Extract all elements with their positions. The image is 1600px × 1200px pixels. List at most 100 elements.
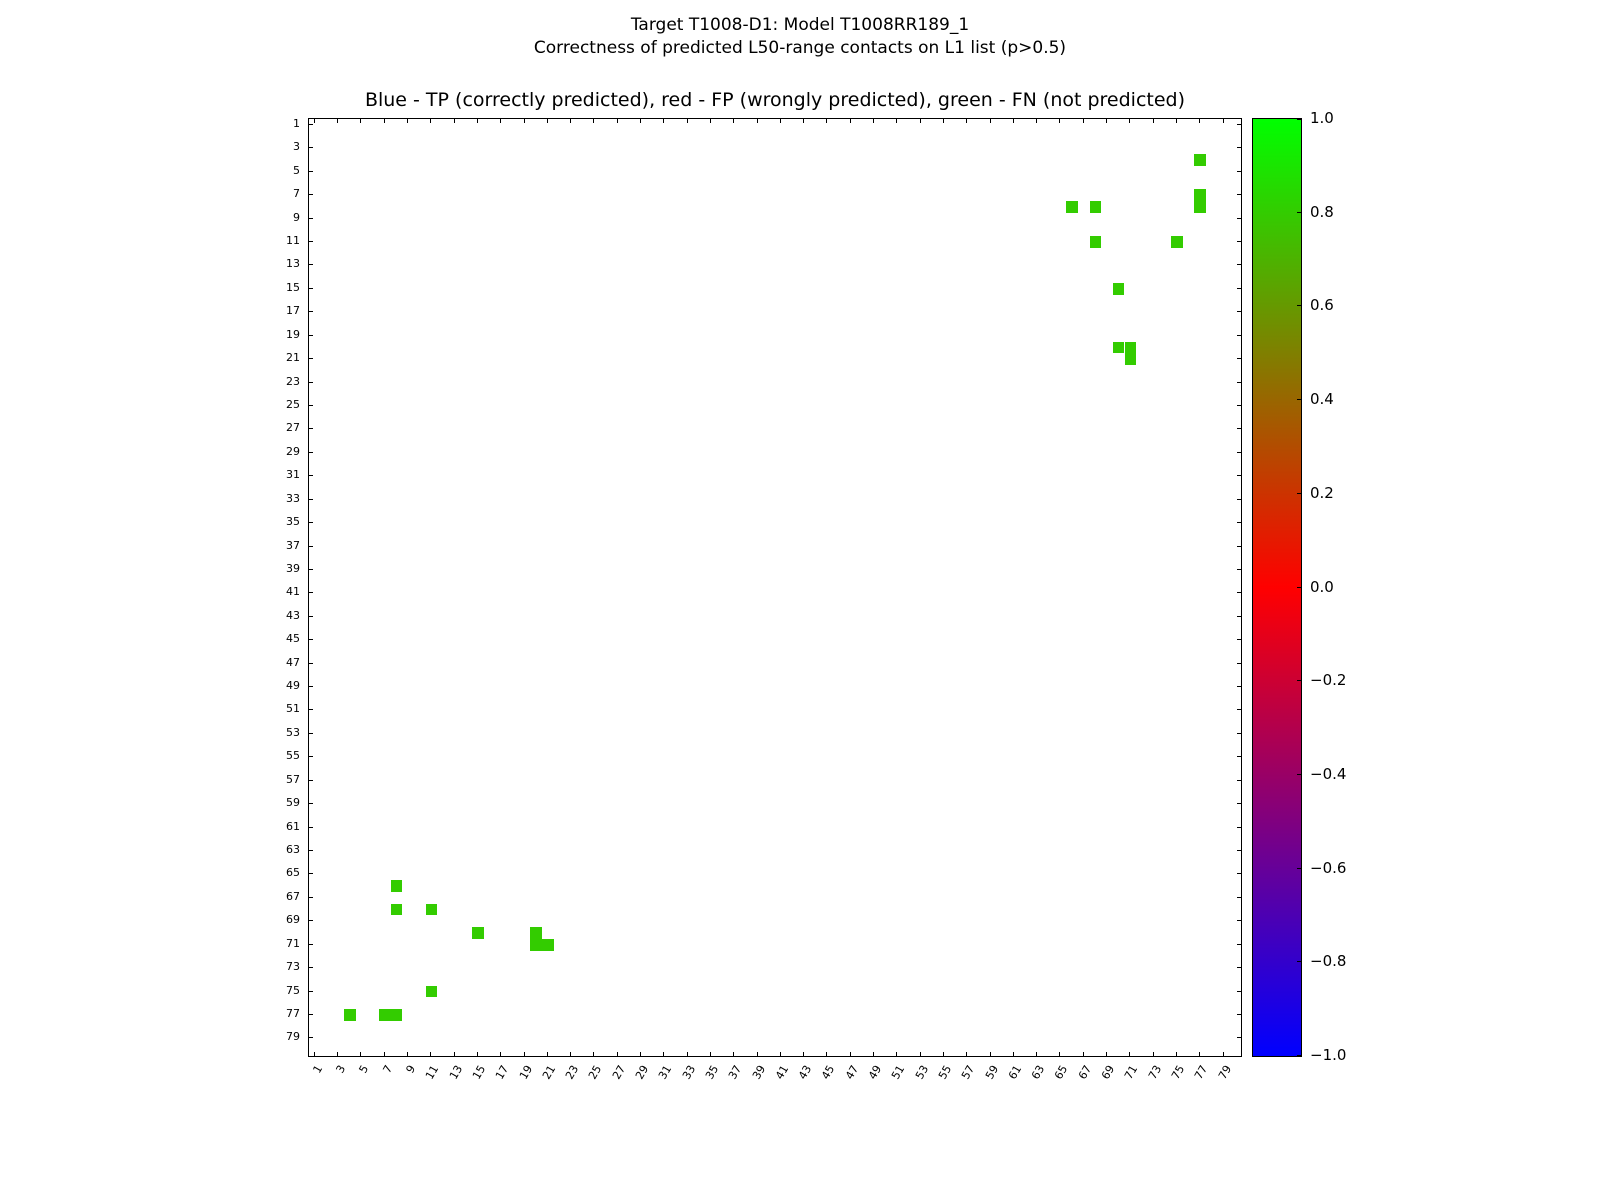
- x-tick-label: 53: [912, 1063, 931, 1082]
- figure-title: Target T1008-D1: Model T1008RR189_1 Corr…: [0, 14, 1600, 60]
- y-tick-label: 19: [286, 327, 300, 341]
- x-tick-label: 63: [1029, 1063, 1048, 1082]
- y-tick-mark: [1237, 686, 1241, 688]
- colorbar-tick-mark: [1297, 867, 1301, 869]
- y-tick-mark: [309, 287, 313, 289]
- fn-contact-cell: [390, 903, 403, 916]
- y-tick-mark: [1237, 475, 1241, 477]
- y-tick-mark: [1237, 662, 1241, 664]
- x-tick-label: 11: [423, 1063, 442, 1082]
- x-tick-mark: [1082, 1052, 1084, 1056]
- y-tick-mark: [309, 686, 313, 688]
- y-tick-mark: [1237, 194, 1241, 196]
- colorbar-tick-mark: [1297, 961, 1301, 963]
- y-tick-label: 25: [286, 397, 300, 411]
- x-tick-label: 73: [1145, 1063, 1164, 1082]
- y-tick-label: 31: [286, 468, 300, 482]
- x-tick-mark: [360, 119, 362, 123]
- fn-contact-cell: [1089, 200, 1102, 213]
- x-tick-label: 27: [609, 1063, 628, 1082]
- y-tick-mark: [1237, 639, 1241, 641]
- y-tick-mark: [309, 334, 313, 336]
- y-tick-mark: [309, 170, 313, 172]
- fn-contact-cell: [1089, 236, 1102, 248]
- x-tick-mark: [1152, 119, 1154, 123]
- x-tick-mark: [1222, 119, 1224, 123]
- fn-contact-cell: [425, 903, 438, 916]
- y-tick-mark: [309, 709, 313, 711]
- x-tick-mark: [313, 1052, 315, 1056]
- fn-contact-cell: [1171, 236, 1183, 248]
- y-tick-mark: [309, 264, 313, 266]
- x-tick-mark: [500, 1052, 502, 1056]
- x-tick-mark: [360, 1052, 362, 1056]
- y-tick-mark: [1237, 873, 1241, 875]
- y-tick-mark: [1237, 896, 1241, 898]
- y-tick-mark: [1237, 217, 1241, 219]
- x-tick-label: 21: [539, 1063, 559, 1082]
- x-tick-mark: [640, 1052, 642, 1056]
- fn-contact-cell: [1112, 341, 1125, 354]
- y-tick-label: 51: [286, 702, 300, 716]
- x-tick-mark: [570, 1052, 572, 1056]
- y-tick-mark: [1237, 498, 1241, 500]
- x-tick-mark: [1106, 1052, 1108, 1056]
- y-tick-mark: [1237, 920, 1241, 922]
- x-tick-label: 67: [1075, 1063, 1094, 1082]
- x-tick-label: 61: [1005, 1063, 1025, 1082]
- x-tick-mark: [709, 119, 711, 123]
- fn-contact-cell: [1194, 189, 1207, 201]
- colorbar-tick-mark: [1297, 305, 1301, 307]
- colorbar-tick-label: −0.2: [1310, 671, 1347, 690]
- y-tick-mark: [309, 240, 313, 242]
- y-tick-mark: [1237, 615, 1241, 617]
- colorbar-tick-mark: [1297, 773, 1301, 775]
- x-tick-label: 5: [356, 1063, 372, 1076]
- x-tick-label: 57: [959, 1063, 978, 1082]
- x-tick-mark: [896, 119, 898, 123]
- y-tick-label: 13: [286, 257, 300, 271]
- y-tick-mark: [309, 123, 313, 125]
- x-tick-mark: [942, 119, 944, 123]
- y-tick-mark: [1237, 990, 1241, 992]
- y-tick-mark: [1237, 850, 1241, 852]
- y-tick-mark: [1237, 287, 1241, 289]
- x-tick-mark: [1175, 1052, 1177, 1056]
- x-tick-mark: [383, 119, 385, 123]
- y-tick-label: 33: [286, 491, 300, 505]
- x-tick-label: 47: [842, 1063, 861, 1082]
- y-tick-mark: [1237, 943, 1241, 945]
- y-tick-mark: [309, 217, 313, 219]
- x-tick-mark: [1036, 1052, 1038, 1056]
- y-tick-label: 55: [286, 749, 300, 763]
- x-tick-mark: [686, 119, 688, 123]
- x-tick-mark: [1059, 1052, 1061, 1056]
- x-tick-mark: [896, 1052, 898, 1056]
- y-tick-mark: [309, 779, 313, 781]
- y-tick-label: 35: [286, 515, 300, 529]
- y-tick-mark: [309, 1037, 313, 1039]
- x-tick-mark: [523, 119, 525, 123]
- y-tick-mark: [309, 381, 313, 383]
- y-tick-mark: [1237, 240, 1241, 242]
- y-tick-mark: [1237, 404, 1241, 406]
- x-tick-mark: [430, 119, 432, 123]
- fn-contact-cell: [1194, 200, 1207, 213]
- y-tick-mark: [1237, 1037, 1241, 1039]
- colorbar-tick-mark: [1297, 211, 1301, 213]
- x-tick-label: 55: [935, 1063, 955, 1082]
- x-tick-mark: [500, 119, 502, 123]
- x-tick-mark: [1199, 1052, 1201, 1056]
- x-tick-mark: [803, 119, 805, 123]
- x-tick-mark: [779, 1052, 781, 1056]
- y-tick-label: 79: [286, 1030, 300, 1044]
- x-tick-label: 35: [702, 1063, 722, 1082]
- fn-contact-cell: [1124, 341, 1137, 354]
- x-tick-label: 45: [819, 1063, 838, 1082]
- x-tick-mark: [570, 119, 572, 123]
- x-tick-label: 43: [796, 1063, 815, 1082]
- x-tick-mark: [989, 1052, 991, 1056]
- x-tick-label: 23: [563, 1063, 582, 1082]
- y-tick-mark: [1237, 123, 1241, 125]
- x-tick-label: 29: [633, 1063, 652, 1082]
